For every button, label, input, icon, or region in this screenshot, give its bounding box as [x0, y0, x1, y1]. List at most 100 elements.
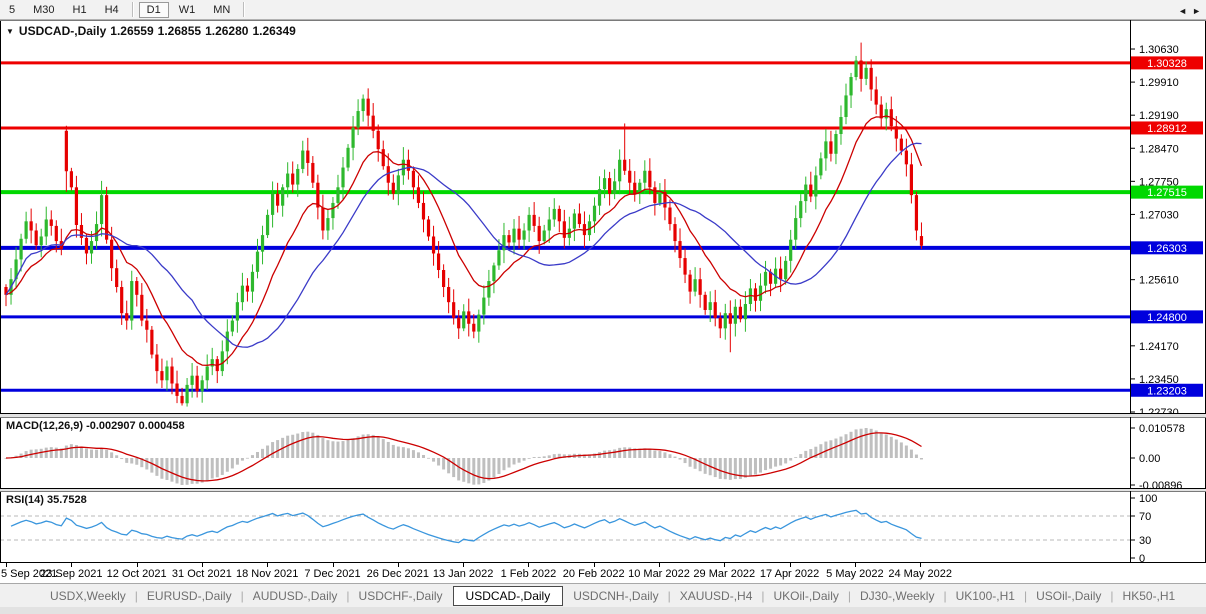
date-tick-mark	[332, 563, 334, 567]
date-tick-mark	[659, 563, 660, 567]
ohlc-low: 1.26280	[205, 24, 249, 38]
svg-text:1.30630: 1.30630	[1139, 44, 1179, 56]
timeframe-button-m30[interactable]: M30	[33, 3, 55, 16]
price-level-badge	[1131, 185, 1203, 199]
timeframe-button-mn[interactable]: MN	[213, 3, 231, 16]
svg-text:1.23450: 1.23450	[1139, 374, 1179, 386]
timeframe-button-5[interactable]: 5	[9, 3, 16, 16]
date-label: 12 Oct 2021	[106, 568, 167, 580]
price-chart-panel[interactable]: ▼ USDCAD-,Daily 1.26559 1.26855 1.26280 1.263…	[0, 20, 1206, 414]
svg-text:1.29190: 1.29190	[1139, 110, 1179, 122]
date-tick-mark	[397, 563, 399, 567]
svg-text:1.27750: 1.27750	[1139, 176, 1179, 188]
chart-dropdown-icon[interactable]: ▼	[6, 27, 14, 36]
price-level-badge	[1131, 310, 1203, 324]
date-tick-mark	[463, 563, 465, 567]
timeframe-button-w1[interactable]: W1	[178, 3, 196, 16]
ma-slow-line	[5, 142, 922, 348]
date-tick-mark	[789, 563, 791, 567]
macd-label: MACD(12,26,9) -0.002907 0.000458	[6, 420, 185, 432]
tab-scroll-left-icon[interactable]: ◄	[1178, 6, 1188, 16]
tab-usoil-daily[interactable]: USOil-,Daily	[1036, 588, 1102, 603]
timeframe-button-h4[interactable]: H4	[104, 3, 119, 16]
date-label: 24 May 2022	[888, 568, 952, 580]
svg-text:0.00: 0.00	[1139, 453, 1160, 465]
date-label: 5 May 2022	[826, 568, 884, 580]
timeframe-button-h1[interactable]: H1	[72, 3, 87, 16]
date-tick-mark	[201, 563, 203, 567]
tab-ukoil-daily[interactable]: UKOil-,Daily	[773, 588, 839, 603]
tab-audusd-daily[interactable]: AUDUSD-,Daily	[252, 588, 338, 603]
price-level-badge	[1131, 121, 1203, 135]
svg-text:70: 70	[1139, 511, 1151, 523]
ma-fast-line	[5, 115, 923, 367]
rsi-line	[10, 509, 922, 544]
tab-scroll-arrows: ◄ ►	[1173, 6, 1201, 16]
rsi-canvas: 100 70 30 0	[0, 491, 1206, 563]
svg-text:1.24170: 1.24170	[1139, 341, 1179, 353]
svg-text:1.27515: 1.27515	[1147, 187, 1187, 199]
date-label: 23 Sep 2021	[40, 568, 103, 580]
macd-canvas: 0.010578 0.00 -0.00896	[0, 417, 1206, 489]
tab-separator: |	[1110, 588, 1114, 603]
price-level-badge	[1131, 383, 1203, 397]
svg-text:1.30328: 1.30328	[1147, 58, 1187, 70]
date-tick-mark	[724, 563, 726, 567]
date-tick-mark	[593, 563, 595, 567]
candles-layer	[4, 42, 924, 407]
svg-text:1.29910: 1.29910	[1139, 77, 1179, 89]
date-label: 1 Feb 2022	[500, 568, 557, 580]
timeframe-button-d1[interactable]: D1	[138, 1, 169, 18]
date-tick-mark	[71, 563, 73, 567]
tab-usdx-weekly[interactable]: USDX,Weekly	[50, 588, 126, 603]
tab-usdcnh-daily[interactable]: USDCNH-,Daily	[573, 588, 659, 603]
date-tick-mark	[267, 563, 269, 567]
toolbar-separator	[243, 2, 246, 17]
date-label: 29 Mar 2022	[693, 568, 756, 580]
tab-separator: |	[1023, 588, 1028, 603]
date-tick-mark	[854, 563, 856, 567]
tab-usdcad-daily[interactable]: USDCAD-,Daily	[452, 585, 564, 606]
date-label: 20 Feb 2022	[562, 568, 625, 580]
tab-separator: |	[240, 588, 244, 603]
date-label: 5 Sep 2021	[1, 568, 58, 580]
macd-indicator-panel[interactable]: MACD(12,26,9) -0.002907 0.000458 0.01057…	[0, 417, 1206, 489]
svg-text:0.010578: 0.010578	[1139, 423, 1185, 435]
svg-text:30: 30	[1139, 535, 1151, 547]
tab-eurusd-daily[interactable]: EURUSD-,Daily	[146, 588, 232, 603]
tab-separator: |	[667, 588, 671, 603]
tab-xauusd-h4[interactable]: XAUUSD-,H4	[679, 588, 753, 603]
date-label: 31 Oct 2021	[171, 568, 232, 580]
tab-separator: |	[134, 588, 138, 603]
date-tick-mark	[528, 563, 530, 567]
symbol-tab-bar: USDX,Weekly | EURUSD-,Daily | AUDUSD-,Daily |…	[0, 583, 1206, 607]
svg-text:1.26303: 1.26303	[1147, 243, 1187, 255]
chart-title: ▼ USDCAD-,Daily 1.26559 1.26855 1.26280 1.263…	[6, 24, 300, 38]
date-tick-mark	[6, 563, 7, 567]
date-label: 7 Dec 2021	[304, 568, 361, 580]
svg-text:1.24800: 1.24800	[1147, 312, 1187, 324]
tab-uk100-h1[interactable]: UK100-,H1	[955, 588, 1015, 603]
tab-separator: |	[847, 588, 851, 603]
date-label: 10 Mar 2022	[628, 568, 690, 580]
price-chart-canvas: 1.30630 1.29910 1.29190 1.28470 1.27750 1.270…	[0, 20, 1206, 414]
tab-usdchf-daily[interactable]: USDCHF-,Daily	[358, 588, 443, 603]
date-tick-mark	[920, 563, 922, 567]
chart-symbol-label: USDCAD-,Daily	[18, 24, 107, 38]
window-bottom-strip	[0, 607, 1206, 614]
tab-separator: |	[943, 588, 947, 603]
svg-text:1.28470: 1.28470	[1139, 143, 1179, 155]
ohlc-open: 1.26559	[110, 24, 154, 38]
tab-dj30-weekly[interactable]: DJ30-,Weekly	[859, 588, 935, 603]
svg-text:0: 0	[1139, 553, 1145, 563]
svg-text:-0.00896: -0.00896	[1139, 480, 1182, 489]
toolbar-separator	[131, 2, 134, 17]
rsi-label: RSI(14) 35.7528	[6, 494, 87, 506]
ohlc-close: 1.26349	[252, 24, 296, 38]
rsi-indicator-panel[interactable]: RSI(14) 35.7528 100 70 30 0	[0, 491, 1206, 563]
tab-scroll-right-icon[interactable]: ►	[1192, 6, 1201, 16]
timeframe-toolbar: 5 M30 H1 H4 D1 W1 MN	[0, 0, 1206, 20]
price-level-badge	[1131, 241, 1203, 255]
tab-hk50-h1[interactable]: HK50-,H1	[1122, 588, 1176, 603]
